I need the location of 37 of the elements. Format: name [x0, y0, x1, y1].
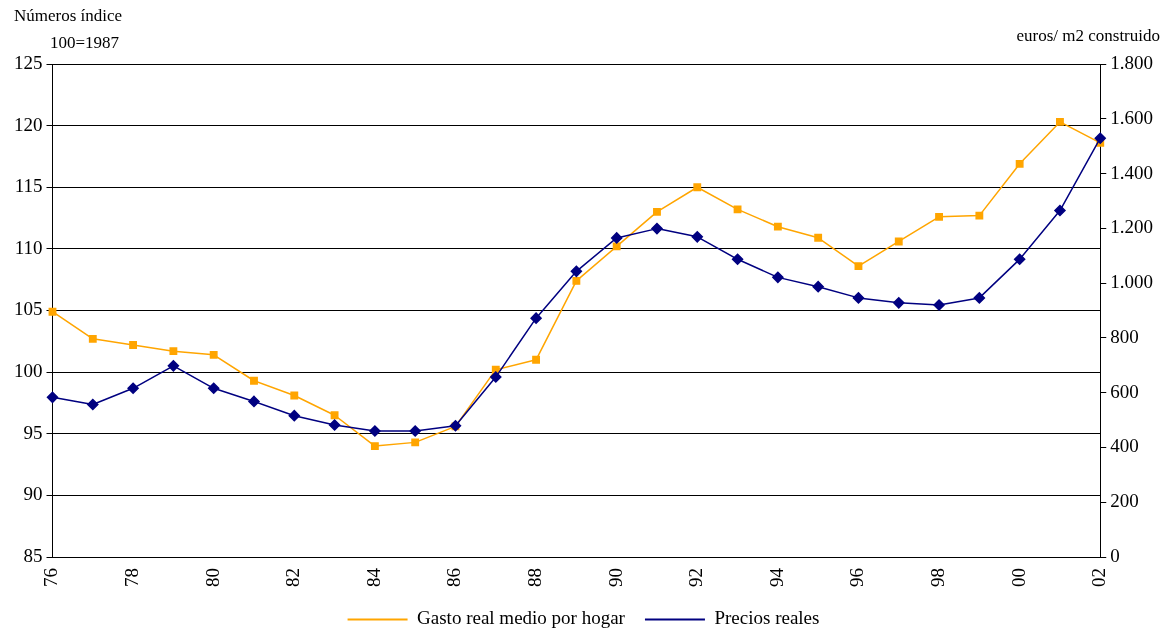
- x-tick-label: 88: [524, 568, 546, 587]
- y2-tick-label: 200: [1110, 490, 1139, 512]
- y-tick-label: 105: [14, 298, 43, 320]
- legend-label: Precios reales: [714, 607, 820, 629]
- x-tick-label: 78: [121, 568, 143, 587]
- x-tick-label: 80: [201, 568, 223, 587]
- y2-tick-label: 1.000: [1110, 271, 1153, 293]
- y2-tick-label: 1.600: [1110, 106, 1153, 128]
- y-tick-label: 100: [14, 360, 43, 382]
- x-tick-label: 96: [846, 568, 868, 587]
- x-tick-label: 98: [927, 568, 949, 587]
- y2-tick-label: 1.200: [1110, 216, 1153, 238]
- x-tick-label: 84: [362, 567, 384, 587]
- y2-tick-label: 1.800: [1110, 51, 1153, 73]
- y-tick-label: 95: [23, 421, 43, 443]
- x-tick-label: 02: [1088, 568, 1110, 587]
- y2-tick-label: 800: [1110, 325, 1139, 347]
- y2-tick-label: 1.400: [1110, 161, 1153, 183]
- x-tick-label: 90: [604, 568, 626, 587]
- y-tick-label: 115: [14, 175, 43, 197]
- x-tick-label: 82: [282, 568, 304, 587]
- y-tick-label: 85: [23, 544, 43, 566]
- y2-axis-title: euros/ m2 construido: [1016, 25, 1160, 45]
- y2-tick-label: 400: [1110, 435, 1139, 457]
- y-tick-label: 120: [14, 113, 43, 135]
- y-tick-label: 125: [14, 51, 43, 73]
- x-tick-label: 76: [40, 568, 62, 587]
- x-tick-label: 92: [685, 568, 707, 587]
- y-tick-label: 90: [23, 483, 43, 505]
- y-axis-title: Números índice 100=1987: [14, 5, 123, 52]
- y2-tick-label: 600: [1110, 380, 1139, 402]
- legend-label: Gasto real medio por hogar: [417, 607, 626, 629]
- x-tick-label: 94: [765, 567, 787, 587]
- y-tick-label: 110: [14, 236, 43, 258]
- y2-tick-label: 0: [1110, 544, 1120, 566]
- x-tick-label: 00: [1007, 568, 1029, 587]
- x-tick-label: 86: [443, 568, 465, 587]
